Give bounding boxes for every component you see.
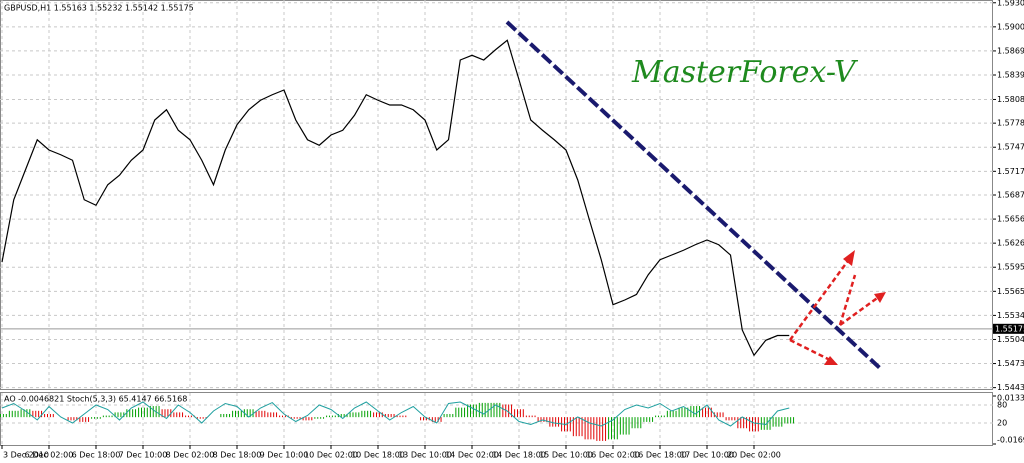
x-tick-label: 3 Dec 2010 [3,451,49,460]
x-tick-label: 10 Dec 18:00 [351,451,405,460]
y-tick-label: 1.55955 [997,263,1024,272]
x-tick-label: 6 Dec 02:00 [25,451,74,460]
x-tick-label: 16 Dec 18:00 [633,451,687,460]
y-tick-label: 1.57170 [997,167,1024,176]
x-tick-label: 7 Dec 10:00 [119,451,168,460]
watermark: MasterForex-V [631,55,859,90]
x-tick-label: 20 Dec 02:00 [727,451,781,460]
x-tick-label: 8 Dec 18:00 [213,451,262,460]
y-tick-label: 1.55650 [997,287,1024,296]
price-line [1,39,790,357]
current-price-label: 1.55175 [995,324,1024,333]
x-tick-label: 17 Dec 10:00 [680,451,734,460]
y-tick-label: 20 [997,419,1007,428]
y-tick-label: 1.58080 [997,95,1024,104]
y-tick-label: 1.57780 [997,119,1024,128]
current-price-box [993,323,1024,334]
x-tick-label: 9 Dec 10:00 [260,451,309,460]
indicator-frame [0,392,993,446]
y-tick-label: 1.56260 [997,239,1024,248]
indicator-title: AO -0.0046821 Stoch(5,3,3) 65.4147 66.51… [4,395,187,404]
x-tick-label: 13 Dec 10:00 [398,451,452,460]
arrow-head [843,250,855,266]
y-tick-label: 1.59000 [997,22,1024,31]
y-tick-label: 1.56565 [997,215,1024,224]
y2-tick-label: 0.013345 [997,394,1024,403]
x-tick-label: 16 Dec 02:00 [586,451,640,460]
arrow [838,274,857,326]
trend-line [505,20,884,372]
y-tick-label: 80 [997,401,1007,410]
y2-tick-label: -0.01694 [997,436,1024,445]
chart-title: GBPUSD,H1 1.55163 1.55232 1.55142 1.5517… [4,4,194,13]
arrow-head [874,292,886,303]
y-tick-label: 1.59305 [997,0,1024,7]
y-tick-label: 1.55345 [997,311,1024,320]
y-tick-label: 1.58695 [997,46,1024,55]
x-tick-label: 14 Dec 18:00 [492,451,546,460]
arrow [839,294,881,327]
x-tick-label: 15 Dec 10:00 [539,451,593,460]
y-tick-label: 1.55040 [997,335,1024,344]
y-tick-label: 1.54735 [997,359,1024,368]
y-tick-label: 1.54430 [997,383,1024,392]
y-tick-label: 1.58390 [997,71,1024,80]
stoch-line [1,401,790,427]
x-tick-label: 10 Dec 02:00 [304,451,358,460]
x-tick-label: 8 Dec 02:00 [166,451,215,460]
forecast-arrows [788,250,886,365]
x-tick-label: 6 Dec 18:00 [72,451,121,460]
arrow [788,257,852,341]
y-tick-label: 1.56870 [997,191,1024,200]
arrow-head [824,356,838,365]
x-tick-label: 14 Dec 02:00 [445,451,499,460]
y-tick-label: 1.57475 [997,143,1024,152]
